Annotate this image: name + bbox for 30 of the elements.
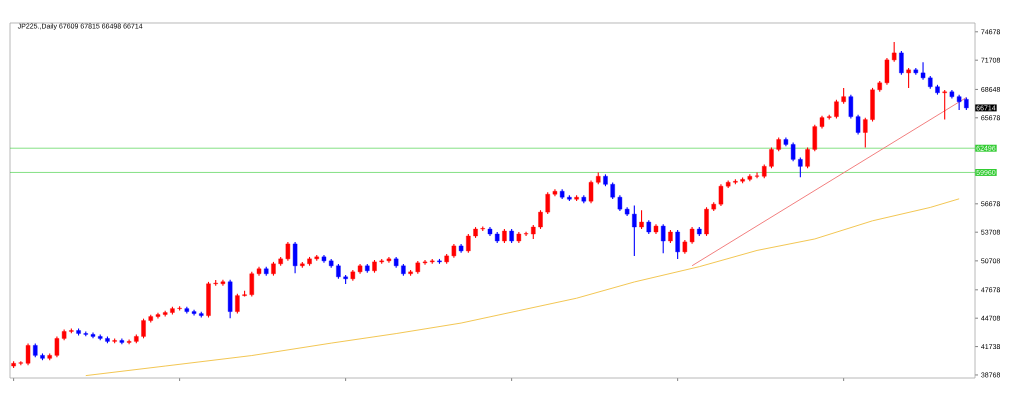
- candlestick: [942, 89, 947, 121]
- candlestick: [545, 191, 550, 215]
- candlestick: [798, 156, 803, 178]
- candlestick: [769, 146, 774, 169]
- candlestick: [249, 271, 255, 298]
- candlestick: [906, 67, 911, 89]
- candlestick: [884, 57, 890, 86]
- line-series: [85, 198, 960, 377]
- candlestick: [805, 146, 810, 169]
- candlestick: [891, 41, 897, 63]
- candlestick: [812, 124, 817, 152]
- candlestick: [466, 233, 471, 254]
- candlestick: [660, 223, 666, 254]
- candlestick: [675, 229, 680, 260]
- candlestick: [863, 117, 868, 149]
- candlestick: [292, 241, 298, 274]
- candlestick: [632, 204, 637, 257]
- candlestick: [920, 61, 926, 81]
- candlestick: [538, 209, 543, 230]
- candlestick: [220, 279, 226, 287]
- candlestick: [639, 209, 644, 230]
- candlestick: [126, 338, 132, 345]
- candlestick: [754, 171, 760, 179]
- candlestick: [141, 318, 146, 339]
- candlestick: [285, 241, 291, 262]
- candlestick: [386, 256, 392, 264]
- candlestick: [899, 50, 904, 76]
- candlestick: [235, 293, 240, 315]
- candlestick: [834, 99, 839, 120]
- candlestick: [588, 179, 594, 204]
